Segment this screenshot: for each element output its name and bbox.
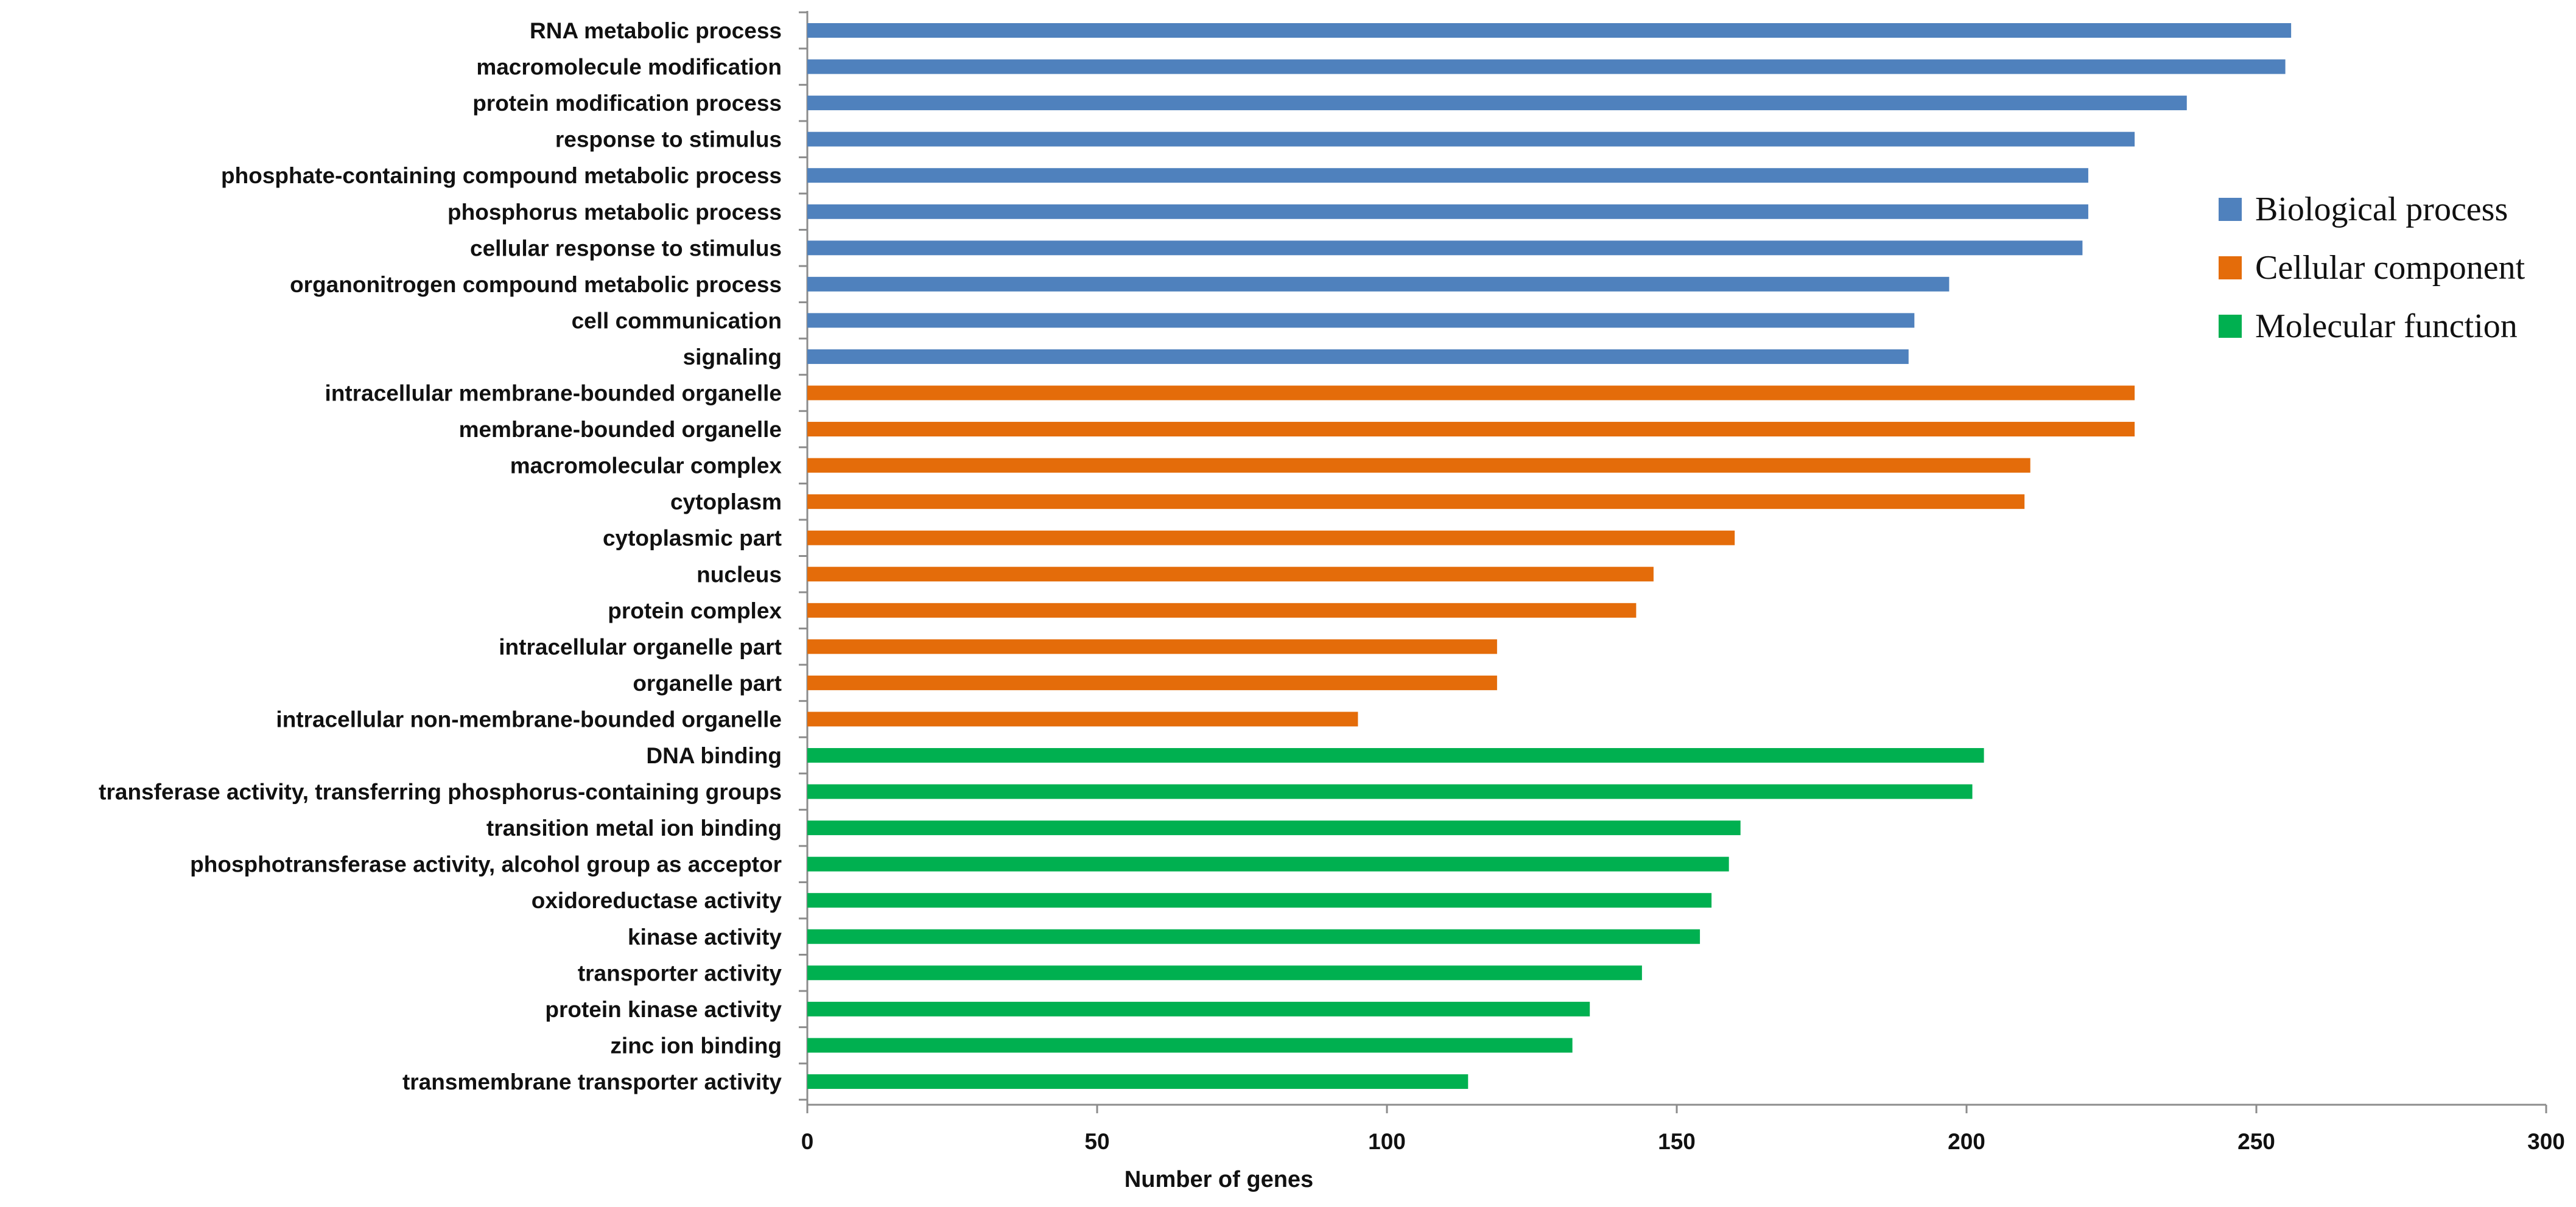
category-label: DNA binding (646, 743, 782, 768)
category-label: response to stimulus (555, 127, 782, 152)
x-tick-label: 0 (801, 1129, 814, 1154)
x-tick-label: 300 (2527, 1129, 2565, 1154)
bar-signaling (807, 349, 1909, 364)
bar-membrane-bounded-organelle (807, 422, 2135, 437)
legend-label-cellular-component: Cellular component (2255, 249, 2525, 287)
category-label: transmembrane transporter activity (402, 1069, 782, 1094)
category-label: transition metal ion binding (486, 816, 782, 841)
bar-cellular-response-to-stimulus (807, 240, 2083, 256)
category-label: kinase activity (628, 925, 782, 950)
legend-label-molecular-function: Molecular function (2255, 307, 2518, 345)
x-axis-ticks: 0 50 100 150 200 250 300 (801, 1105, 2565, 1154)
category-label: intracellular organelle part (499, 634, 782, 659)
bar-phosphate-containing-compound-metabolic-process (807, 168, 2088, 183)
bar-macromolecular-complex (807, 458, 2030, 473)
bar-intracellular-organelle-part (807, 639, 1497, 654)
category-label: zinc ion binding (610, 1033, 782, 1058)
category-label: macromolecule modification (476, 55, 782, 80)
x-tick-label: 50 (1084, 1129, 1109, 1154)
category-label: protein kinase activity (545, 997, 782, 1022)
bar-cytoplasm (807, 494, 2025, 509)
x-tick-label: 100 (1368, 1129, 1406, 1154)
category-label: organelle part (633, 671, 782, 696)
bar-kinase-activity (807, 929, 1700, 944)
category-label: cytoplasmic part (603, 526, 782, 551)
category-label: phosphotransferase activity, alcohol gro… (190, 852, 782, 877)
bar-cytoplasmic-part (807, 530, 1735, 545)
bars (807, 23, 2292, 1089)
x-tick-label: 150 (1658, 1129, 1696, 1154)
category-label: intracellular non-membrane-bounded organ… (276, 707, 782, 732)
category-label: intracellular membrane-bounded organelle (325, 381, 782, 406)
bar-zinc-ion-binding (807, 1038, 1573, 1053)
bar-phosphotransferase-activity-alcohol-group-as-acceptor (807, 856, 1729, 872)
category-label: organonitrogen compound metabolic proces… (290, 272, 782, 297)
bar-transition-metal-ion-binding (807, 820, 1741, 836)
legend-label-biological-process: Biological process (2255, 191, 2508, 228)
category-label: nucleus (697, 562, 782, 587)
bar-rna-metabolic-process (807, 23, 2292, 38)
bar-transferase-activity-transferring-phosphorus-containing-groups (807, 784, 1973, 799)
bar-dna-binding (807, 748, 1984, 763)
category-label: macromolecular complex (510, 453, 782, 478)
bar-intracellular-membrane-bounded-organelle (807, 385, 2135, 401)
category-label: RNA metabolic process (530, 18, 782, 43)
category-label: membrane-bounded organelle (459, 417, 782, 442)
bar-transporter-activity (807, 965, 1642, 981)
bar-macromolecule-modification (807, 59, 2286, 74)
category-label: phosphorus metabolic process (447, 200, 782, 225)
x-tick-label: 250 (2237, 1129, 2275, 1154)
bar-nucleus (807, 567, 1654, 582)
bar-organonitrogen-compound-metabolic-process (807, 276, 1950, 292)
category-label: oxidoreductase activity (532, 888, 782, 913)
legend-swatch-biological-process (2219, 198, 2242, 221)
category-label: phosphate-containing compound metabolic … (221, 163, 782, 188)
bar-oxidoreductase-activity (807, 893, 1712, 908)
bar-phosphorus-metabolic-process (807, 204, 2088, 219)
x-tick-label: 200 (1948, 1129, 1985, 1154)
bar-response-to-stimulus (807, 131, 2135, 147)
legend-swatch-molecular-function (2219, 315, 2242, 338)
x-axis-title: Number of genes (1125, 1167, 1313, 1192)
bar-cell-communication (807, 313, 1915, 328)
bar-intracellular-non-membrane-bounded-organelle (807, 712, 1358, 727)
category-label: cellular response to stimulus (470, 236, 782, 261)
category-label: transporter activity (578, 960, 782, 985)
bar-protein-modification-process (807, 96, 2187, 111)
bar-transmembrane-transporter-activity (807, 1074, 1469, 1089)
bar-organelle-part (807, 675, 1497, 690)
category-label: signaling (683, 345, 782, 369)
bar-protein-complex (807, 603, 1637, 618)
legend-swatch-cellular-component (2219, 256, 2242, 279)
category-label: transferase activity, transferring phosp… (99, 780, 782, 805)
category-label: protein modification process (472, 91, 782, 116)
category-label: cytoplasm (670, 489, 782, 514)
category-label: protein complex (608, 598, 782, 623)
legend: Biological process Cellular component Mole… (2219, 191, 2525, 345)
category-labels: RNA metabolic process macromolecule modif… (99, 18, 782, 1094)
category-label: cell communication (572, 308, 782, 333)
bar-protein-kinase-activity (807, 1001, 1590, 1016)
